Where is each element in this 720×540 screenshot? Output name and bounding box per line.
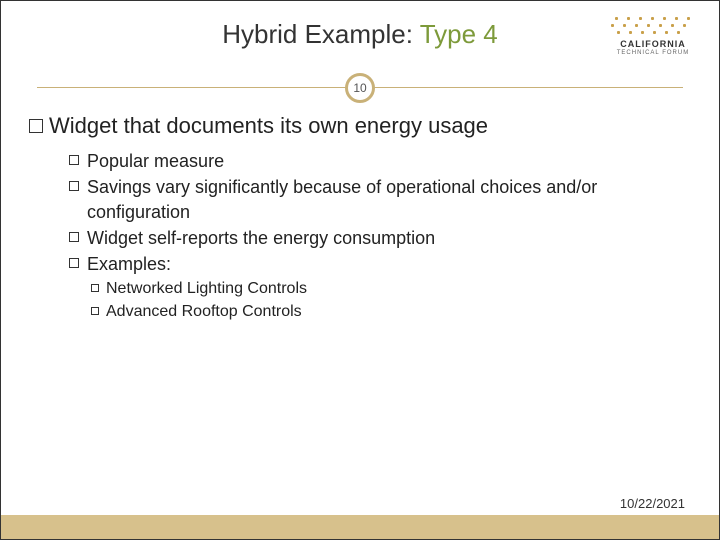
square-bullet-icon (69, 181, 79, 191)
content-area: Widget that documents its own energy usa… (29, 113, 691, 324)
bullet-level2: Examples: (69, 252, 691, 276)
page-number: 10 (353, 81, 366, 95)
square-bullet-icon (29, 119, 43, 133)
square-bullet-icon (91, 307, 99, 315)
level2-list: Popular measure Savings vary significant… (69, 149, 691, 276)
logo-text-line2: TECHNICAL FORUM (607, 50, 699, 56)
square-bullet-icon (91, 284, 99, 292)
level3-text: Networked Lighting Controls (106, 278, 307, 300)
title-prefix: Hybrid Example: (222, 19, 420, 49)
level3-list: Networked Lighting Controls Advanced Roo… (91, 278, 691, 322)
footer-band (1, 515, 719, 539)
level2-text: Popular measure (87, 149, 224, 173)
level2-text: Widget self-reports the energy consumpti… (87, 226, 435, 250)
page-number-badge: 10 (345, 73, 375, 103)
square-bullet-icon (69, 155, 79, 165)
logo-text-line1: CALIFORNIA (607, 39, 699, 49)
level3-text: Advanced Rooftop Controls (106, 301, 302, 323)
bullet-level1: Widget that documents its own energy usa… (29, 113, 691, 139)
square-bullet-icon (69, 258, 79, 268)
level2-text: Savings vary significantly because of op… (87, 175, 691, 224)
slide: Hybrid Example: Type 4 10 CALIFORNIA TEC… (0, 0, 720, 540)
bullet-level2: Widget self-reports the energy consumpti… (69, 226, 691, 250)
footer-date: 10/22/2021 (620, 496, 685, 511)
bullet-level2: Savings vary significantly because of op… (69, 175, 691, 224)
bullet-level3: Networked Lighting Controls (91, 278, 691, 300)
caltf-logo: CALIFORNIA TECHNICAL FORUM (607, 15, 699, 65)
level2-text: Examples: (87, 252, 171, 276)
square-bullet-icon (69, 232, 79, 242)
logo-dots (607, 15, 699, 39)
title-accent: Type 4 (420, 19, 498, 49)
bullet-level3: Advanced Rooftop Controls (91, 301, 691, 323)
level1-text: Widget that documents its own energy usa… (49, 113, 488, 139)
bullet-level2: Popular measure (69, 149, 691, 173)
